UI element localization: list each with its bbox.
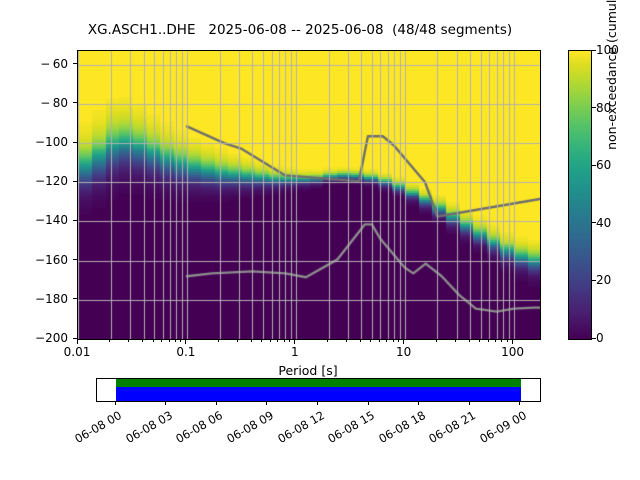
x-axis-minor-tick-mark: [487, 339, 489, 342]
x-axis-label: Period [s]: [278, 363, 338, 378]
y-axis-tick-mark: [73, 259, 77, 261]
coverage-tick-label: 06-08 06: [173, 408, 226, 446]
y-axis-tick-mark: [73, 63, 77, 65]
x-axis-minor-tick-mark: [270, 339, 272, 342]
x-axis-minor-tick-mark: [218, 339, 220, 342]
coverage-tick-mark: [317, 401, 318, 405]
coverage-tick-label: 06-08 21: [426, 408, 479, 446]
coverage-tick-label: 06-08 09: [224, 408, 276, 446]
x-axis-minor-tick-mark: [435, 339, 437, 342]
x-axis-tick-label: 10: [396, 345, 412, 359]
x-axis-minor-tick-mark: [386, 339, 388, 342]
colorbar-tick-mark: [591, 107, 596, 109]
x-axis-minor-tick-mark: [168, 339, 170, 342]
x-axis-minor-tick-mark: [468, 339, 470, 342]
y-axis-tick-mark: [73, 219, 77, 221]
coverage-tick-label: 06-09 00: [477, 408, 529, 446]
colorbar-label: non-exceedance (cumulative) [%]: [604, 0, 619, 150]
y-axis-tick-mark: [73, 337, 77, 339]
x-axis-minor-tick-mark: [237, 339, 239, 342]
x-axis-tick-label: 0.01: [63, 345, 91, 359]
coverage-band-data-coverage: [116, 379, 521, 387]
coverage-tick-label: 06-08 03: [122, 408, 175, 446]
x-axis-minor-tick-mark: [283, 339, 285, 342]
x-axis-tick-label: 100: [501, 345, 524, 359]
x-axis-tick-label: 0.1: [176, 345, 196, 359]
x-axis-minor-tick-mark: [370, 339, 372, 342]
axes-grid: [78, 51, 540, 339]
x-axis-minor-tick-mark: [495, 339, 497, 342]
x-axis-minor-tick-mark: [277, 339, 279, 342]
x-axis-tick-mark: [76, 339, 78, 344]
x-axis-minor-tick-mark: [250, 339, 252, 342]
y-axis-tick-mark: [73, 180, 77, 182]
colorbar-tick-label: 40: [596, 215, 612, 230]
y-axis-tick-mark: [73, 298, 77, 300]
colorbar-tick-label: 60: [596, 158, 612, 173]
y-axis-tick-label: − 60: [40, 56, 68, 71]
colorbar-tick-mark: [591, 337, 596, 339]
x-axis-minor-tick-mark: [501, 339, 503, 342]
y-axis-tick-label: −200: [35, 331, 68, 345]
coverage-tick-mark: [468, 401, 470, 405]
coverage-tick-label: 06-08 15: [325, 408, 378, 446]
coverage-tick-mark: [367, 401, 369, 405]
x-axis-tick-mark: [512, 339, 514, 344]
y-axis-tick-mark: [73, 102, 77, 104]
y-axis-tick-label: −160: [35, 252, 68, 267]
colorbar-tick-label: 100: [596, 43, 619, 57]
x-axis-minor-tick-mark: [152, 339, 154, 342]
x-axis-minor-tick-mark: [359, 339, 361, 342]
x-axis-tick-label: 1: [290, 345, 299, 359]
x-axis-minor-tick-mark: [109, 339, 111, 342]
y-axis-tick-label: − 80: [40, 95, 68, 110]
coverage-tick-label: 06-08 18: [375, 408, 428, 446]
x-axis-tick-mark: [403, 339, 405, 344]
x-axis-minor-tick-mark: [261, 339, 263, 342]
coverage-tick-mark: [519, 401, 521, 405]
x-axis-tick-mark: [185, 339, 187, 344]
x-axis-minor-tick-mark: [174, 339, 176, 342]
colorbar-tick-label: 20: [596, 273, 612, 288]
x-axis-minor-tick-mark: [128, 339, 130, 342]
colorbar-tick-label: 80: [596, 100, 612, 115]
x-axis-minor-tick-mark: [327, 339, 329, 342]
coverage-tick-mark: [215, 401, 217, 405]
coverage-axes: [96, 378, 541, 402]
x-axis-minor-tick-mark: [161, 339, 163, 342]
y-axis-tick-label: −120: [35, 174, 68, 189]
y-axis-tick-mark: [73, 141, 77, 143]
colorbar-tick-label: 0: [596, 331, 604, 345]
x-axis-minor-tick-mark: [289, 339, 291, 342]
figure-title: XG.ASCH1..DHE 2025-06-08 -- 2025-06-08 (…: [87, 22, 513, 38]
colorbar: [568, 50, 592, 340]
colorbar-tick-mark: [591, 222, 596, 224]
coverage-tick-mark: [266, 401, 268, 405]
colorbar-tick-mark: [591, 164, 596, 166]
coverage-tick-label: 06-08 12: [274, 408, 327, 446]
x-axis-minor-tick-mark: [507, 339, 509, 342]
coverage-tick-label: 06-08 00: [72, 408, 125, 446]
y-axis-tick-label: −180: [35, 291, 68, 306]
x-axis-minor-tick-mark: [392, 339, 394, 342]
x-axis-minor-tick-mark: [346, 339, 348, 342]
x-axis-minor-tick-mark: [378, 339, 380, 342]
ppsd-axes: [77, 50, 541, 340]
x-axis-minor-tick-mark: [479, 339, 481, 342]
x-axis-tick-mark: [294, 339, 296, 344]
coverage-band-segments-used: [116, 386, 521, 401]
x-axis-minor-tick-mark: [398, 339, 400, 342]
x-axis-minor-tick-mark: [455, 339, 457, 342]
colorbar-tick-mark: [591, 279, 596, 281]
x-axis-minor-tick-mark: [180, 339, 182, 342]
coverage-tick-mark: [418, 401, 420, 405]
y-axis-tick-label: −140: [35, 213, 68, 228]
colorbar-tick-mark: [591, 49, 596, 51]
colorbar-gradient: [569, 51, 591, 339]
coverage-tick-mark: [165, 401, 167, 405]
y-axis-tick-label: −100: [35, 135, 68, 150]
coverage-tick-mark: [114, 401, 116, 405]
x-axis-minor-tick-mark: [142, 339, 144, 342]
